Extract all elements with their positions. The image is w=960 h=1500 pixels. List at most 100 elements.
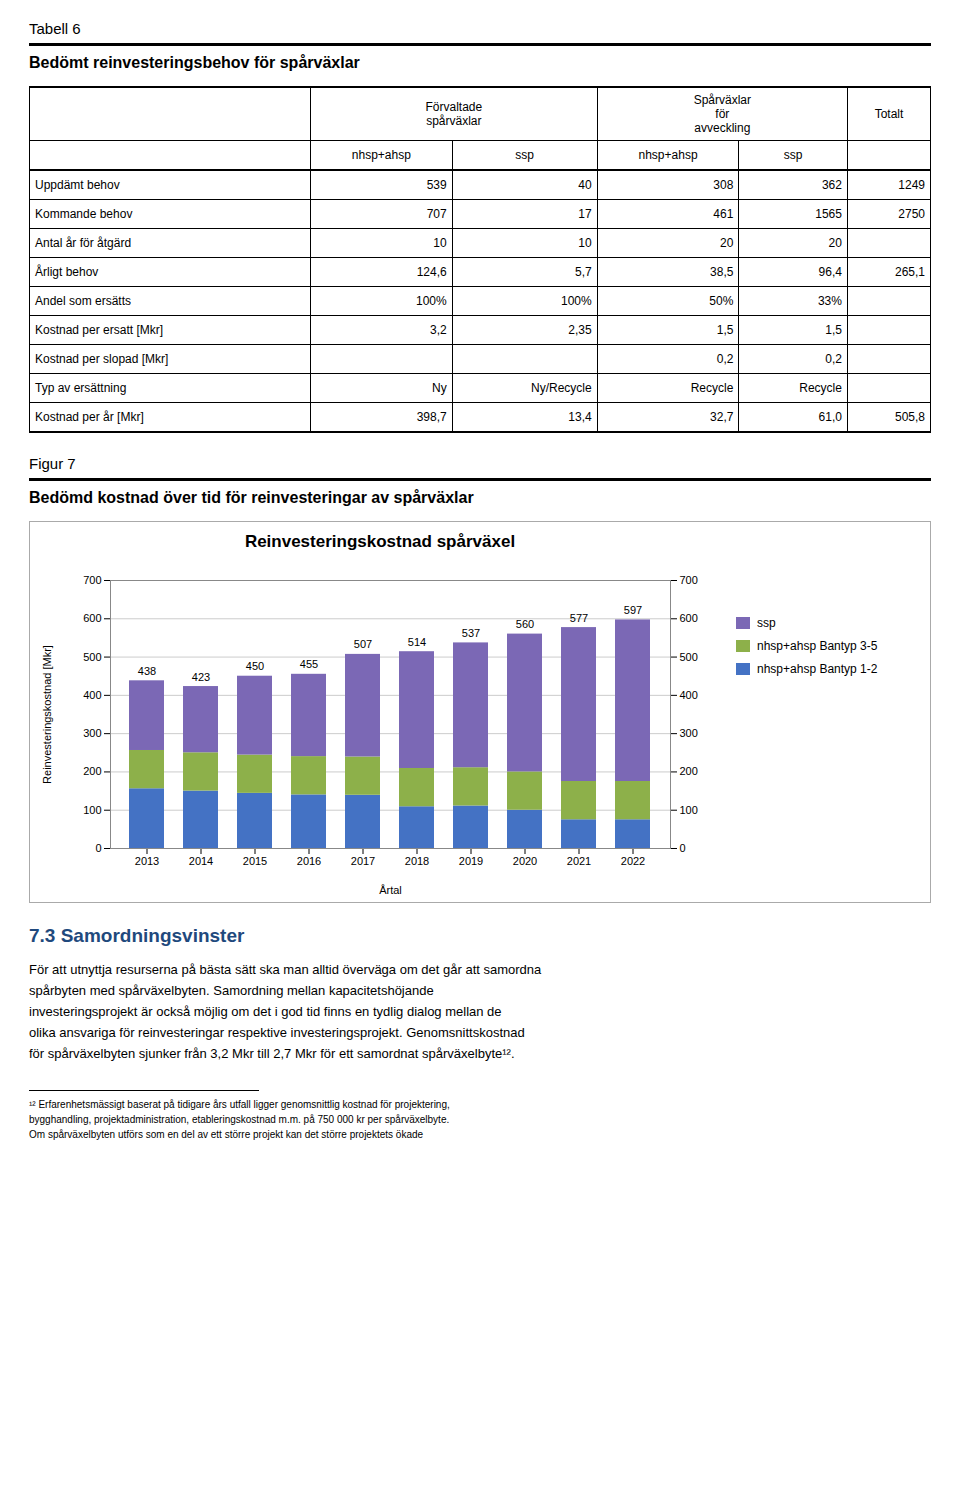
svg-text:577: 577 [570,612,588,624]
svg-text:600: 600 [83,612,101,624]
html-text:Kostnad per år [Mkr]: Kostnad per år [Mkr] [35,410,144,424]
html-text:7.3 Samordningsvinster: 7.3 Samordningsvinster [29,925,245,946]
html-text:ssp: ssp [515,148,534,162]
html-text:20: 20 [828,236,842,250]
html-text:38,5: 38,5 [710,265,734,279]
html-text:96,4: 96,4 [818,265,842,279]
svg-text:100: 100 [680,804,698,816]
html-text:Kostnad per slopad [Mkr]: Kostnad per slopad [Mkr] [35,352,169,366]
html-text:nhsp+ahsp: nhsp+ahsp [351,148,411,162]
html-text:Bedömt reinvesteringsbehov för: Bedömt reinvesteringsbehov för spårväxla… [29,54,360,71]
svg-text:2015: 2015 [243,855,267,867]
html-text:Reinvesteringskostnad spårväxe: Reinvesteringskostnad spårväxel [244,532,516,551]
html-text:362: 362 [821,178,842,192]
html-text:20: 20 [720,236,734,250]
html-text:10: 10 [578,236,592,250]
svg-text:200: 200 [83,765,101,777]
svg-text:537: 537 [462,627,480,639]
svg-text:507: 507 [354,638,372,650]
svg-text:400: 400 [680,689,698,701]
html-text:nhsp+ahsp: nhsp+ahsp [638,148,698,162]
html-text:17: 17 [578,207,592,221]
html-text:398,7: 398,7 [416,410,447,424]
html-text:olika ansvariga för reinvester: olika ansvariga för reinvesteringar resp… [29,1025,525,1040]
svg-text:2021: 2021 [567,855,591,867]
svg-text:450: 450 [246,660,264,672]
html-text:Antal år för åtgärd: Antal år för åtgärd [35,236,132,250]
svg-text:200: 200 [680,765,698,777]
html-text:Kommande behov: Kommande behov [35,207,133,221]
html-text:3,2: 3,2 [430,323,447,337]
html-text:265,1: 265,1 [895,265,925,279]
svg-text:500: 500 [83,651,101,663]
html-text:Uppdämt behov: Uppdämt behov [35,178,120,192]
svg-text:2017: 2017 [351,855,375,867]
html-text:100%: 100% [561,294,592,308]
html-text:Tabell 6: Tabell 6 [29,20,81,37]
html-text:Kostnad per ersatt [Mkr]: Kostnad per ersatt [Mkr] [35,323,164,337]
svg-text:2014: 2014 [189,855,213,867]
html-text:40: 40 [578,178,592,192]
html-text:ssp: ssp [783,148,803,162]
svg-text:700: 700 [680,574,698,586]
svg-text:100: 100 [83,804,101,816]
html-text:Figur 7: Figur 7 [29,455,76,472]
svg-text:2013: 2013 [135,855,159,867]
html-text:investeringsprojekt är också m: investeringsprojekt är också möjlig om d… [29,1004,502,1019]
html-text:0,2: 0,2 [825,352,842,366]
html-text:13,4: 13,4 [568,410,592,424]
svg-text:0: 0 [95,842,101,854]
html-text:Totalt: Totalt [874,107,904,121]
svg-text:600: 600 [680,612,698,624]
svg-text:500: 500 [680,651,698,663]
html-text:2750: 2750 [898,207,925,221]
html-text:1,5: 1,5 [825,323,842,337]
html-text:539: 539 [426,178,447,192]
svg-text:2018: 2018 [405,855,429,867]
html-text:spårbyten med spårväxelbyten.: spårbyten med spårväxelbyten. Samordning… [29,983,434,998]
svg-text:Årtal: Årtal [379,884,402,896]
html-text:Bedömd kostnad över tid för re: Bedömd kostnad över tid för reinvesterin… [29,489,474,506]
html-text:1,5: 1,5 [716,323,734,337]
html-text:5,7: 5,7 [575,265,592,279]
html-text:Typ av ersättning: Typ av ersättning [35,381,127,395]
svg-text:400: 400 [83,689,101,701]
svg-text:2020: 2020 [513,855,537,867]
html-text:100%: 100% [416,294,447,308]
html-text:Förvaltade spårväxlar: Förvaltade spårväxlar [425,100,483,128]
html-text:Recycle: Recycle [690,381,734,395]
svg-text:514: 514 [408,636,426,648]
svg-text:300: 300 [680,727,698,739]
svg-text:560: 560 [516,618,534,630]
html-text:2,35: 2,35 [568,323,592,337]
html-text:Ny/Recycle: Ny/Recycle [531,381,592,395]
html-text:308: 308 [713,178,734,192]
svg-text:2016: 2016 [297,855,321,867]
html-text:1565: 1565 [815,207,842,221]
svg-text:300: 300 [83,727,101,739]
html-text:33%: 33% [817,294,842,308]
html-text:461: 461 [713,207,734,221]
html-text:Ny: Ny [432,381,447,395]
svg-text:2022: 2022 [621,855,645,867]
html-text:Årligt behov: Årligt behov [35,265,99,279]
svg-text:700: 700 [83,574,101,586]
html-text:0,2: 0,2 [716,352,734,366]
svg-text:438: 438 [138,665,156,677]
svg-text:0: 0 [680,842,686,854]
svg-text:455: 455 [300,658,318,670]
svg-text:2019: 2019 [459,855,483,867]
html-text:124,6: 124,6 [416,265,447,279]
html-text:Andel som ersätts: Andel som ersätts [35,294,131,308]
svg-text:Reinvesteringskostnad [Mkr]: Reinvesteringskostnad [Mkr] [41,645,53,784]
html-text:För att utnyttja resurserna på: För att utnyttja resurserna på bästa sät… [29,962,542,977]
html-text:707: 707 [426,207,447,221]
html-text:Recycle: Recycle [799,381,842,395]
html-text:Spårväxlar för avveckling: Spårväxlar för avveckling [693,93,751,135]
svg-text:597: 597 [624,604,642,616]
html-text:för spårväxelbyten sjunker frå: för spårväxelbyten sjunker från 3,2 Mkr … [29,1046,515,1061]
svg-text:423: 423 [192,671,210,683]
html-text:1249: 1249 [898,178,925,192]
html-text:50%: 50% [709,294,734,308]
html-text:10: 10 [433,236,447,250]
